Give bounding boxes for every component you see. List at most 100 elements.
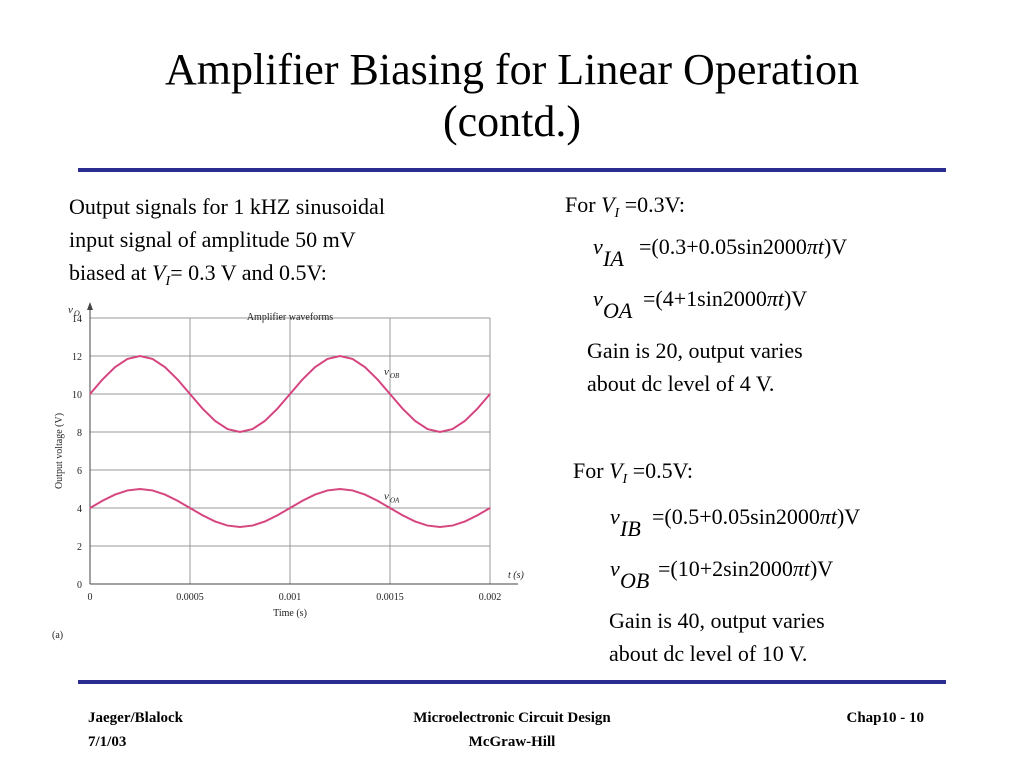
data-point-ob-18 bbox=[314, 366, 316, 368]
y-axis-label: Output voltage (V) bbox=[54, 413, 65, 489]
y-tick-label-12: 12 bbox=[72, 352, 82, 363]
slide-title-line-1: Amplifier Biasing for Linear Operation bbox=[164, 45, 859, 94]
data-point-oa-22 bbox=[364, 493, 366, 496]
case1-gain-line-2: about dc level of 4 V. bbox=[587, 371, 775, 396]
data-point-ob-2 bbox=[114, 366, 116, 368]
caption-line-2: input signal of amplitude 50 mV bbox=[69, 227, 356, 252]
x-tick-label-0: 0 bbox=[88, 592, 93, 603]
data-point-oa-17 bbox=[301, 500, 304, 502]
caption-line-3-pre: biased at bbox=[69, 260, 153, 285]
caption-var-sub: I bbox=[165, 274, 171, 289]
case1-gain-note: Gain is 20, output varies about dc level… bbox=[587, 334, 803, 400]
y-tick-label-10: 10 bbox=[72, 390, 82, 401]
data-point-oa-31 bbox=[476, 514, 479, 516]
case2-gain-note: Gain is 40, output varies about dc level… bbox=[609, 604, 825, 670]
amplifier-waveforms-chart: 0 2 4 6 8 10 12 14 0 0.0005 0.001 0.0015 0.002 v O Ampl… bbox=[46, 300, 536, 650]
data-point-ob-5 bbox=[151, 358, 154, 360]
x-axis-label: Time (s) bbox=[273, 608, 307, 619]
data-point-oa-14 bbox=[264, 520, 266, 523]
case1-var-sub: I bbox=[614, 206, 620, 221]
slide-title: Amplifier Biasing for Linear Operation (… bbox=[0, 44, 1024, 148]
eq-v-ia-rhs-a: =(0.3+0.05sin2000 bbox=[639, 234, 807, 259]
data-point-oa-30 bbox=[464, 520, 466, 523]
y-tick-label-4: 4 bbox=[77, 504, 82, 515]
data-point-oa-20 bbox=[339, 488, 341, 490]
y-tick-label-0: 0 bbox=[77, 580, 82, 591]
x-tick-label-0.001: 0.001 bbox=[279, 592, 302, 603]
data-point-ob-14 bbox=[264, 420, 266, 422]
equation-v-oa: v OA =(4+1sin2000πt)V bbox=[593, 286, 933, 330]
eq-v-ib-rhs-b: )V bbox=[836, 504, 861, 529]
eq-v-ia-rhs: =(0.3+0.05sin2000πt)V bbox=[639, 234, 847, 260]
data-point-ob-25 bbox=[401, 407, 404, 410]
eq-v-ib-subscript: IB bbox=[620, 516, 641, 541]
case2-gain-line-1: Gain is 40, output varies bbox=[609, 608, 825, 633]
y-axis-symbol: v bbox=[68, 304, 73, 316]
case1-for-pre: For bbox=[565, 192, 602, 217]
data-point-ob-19 bbox=[326, 358, 329, 360]
data-point-oa-0 bbox=[89, 507, 91, 509]
panel-label: (a) bbox=[52, 630, 63, 641]
data-point-ob-0 bbox=[89, 393, 91, 395]
footer-page-number: Chap10 - 10 bbox=[846, 710, 924, 726]
case2-gain-line-2: about dc level of 10 V. bbox=[609, 641, 808, 666]
data-point-oa-1 bbox=[101, 500, 104, 502]
eq-v-ia-rhs-b: )V bbox=[823, 234, 848, 259]
data-point-ob-13 bbox=[251, 428, 254, 430]
footer-publisher: McGraw-Hill bbox=[468, 734, 556, 750]
eq-v-ib-pi: π bbox=[819, 504, 831, 529]
eq-v-ia-symbol: v bbox=[593, 234, 603, 259]
eq-v-ob-subscript: OB bbox=[620, 568, 650, 593]
y-axis-symbol-sub: O bbox=[74, 309, 80, 318]
data-point-oa-10 bbox=[214, 520, 216, 523]
series-label-ob: v bbox=[384, 366, 389, 378]
data-point-oa-4 bbox=[139, 488, 141, 490]
data-point-ob-24 bbox=[389, 393, 391, 395]
y-tick-label-8: 8 bbox=[77, 428, 82, 439]
series-label-sub-ob: OB bbox=[390, 372, 400, 380]
eq-v-ib-t: t bbox=[830, 504, 837, 529]
eq-v-ob-rhs-b: )V bbox=[809, 556, 834, 581]
eq-v-ob-symbol: v bbox=[610, 556, 620, 581]
eq-v-ib-rhs-a: =(0.5+0.05sin2000 bbox=[652, 504, 820, 529]
data-point-oa-2 bbox=[114, 493, 116, 496]
footer-date: 7/1/03 bbox=[88, 734, 127, 750]
data-point-oa-3 bbox=[126, 489, 129, 492]
case2-for-pre: For bbox=[573, 458, 610, 483]
data-point-ob-32 bbox=[489, 393, 491, 395]
footer-book: Microelectronic Circuit Design bbox=[413, 710, 611, 726]
equation-v-ob: v OB =(10+2sin2000πt)V bbox=[610, 556, 950, 600]
equation-v-ia: v IA =(0.3+0.05sin2000πt)V bbox=[593, 234, 933, 278]
data-point-oa-21 bbox=[351, 489, 354, 492]
data-point-oa-16 bbox=[289, 507, 291, 509]
data-point-oa-19 bbox=[326, 489, 329, 492]
caption-line-3-post: = 0.3 V and 0.5V: bbox=[170, 260, 327, 285]
data-point-oa-6 bbox=[164, 493, 166, 496]
data-point-oa-29 bbox=[451, 524, 454, 527]
y-tick-label-14: 14 bbox=[72, 314, 82, 325]
data-point-oa-25 bbox=[401, 514, 404, 516]
series-label-oa: v bbox=[384, 490, 389, 502]
chart-title: Amplifier waveforms bbox=[247, 312, 333, 323]
data-point-ob-31 bbox=[476, 407, 479, 410]
case2-var-v: V bbox=[609, 458, 623, 483]
eq-v-oa-symbol: v bbox=[593, 286, 603, 311]
footer-authors: Jaeger/Blalock bbox=[88, 710, 183, 726]
data-point-ob-21 bbox=[351, 358, 354, 360]
data-point-oa-27 bbox=[426, 524, 429, 527]
eq-v-ia-t: t bbox=[817, 234, 824, 259]
eq-v-oa-subscript: OA bbox=[603, 298, 633, 323]
eq-v-ib-symbol: v bbox=[610, 504, 620, 529]
eq-v-oa-rhs: =(4+1sin2000πt)V bbox=[643, 286, 807, 312]
data-point-ob-29 bbox=[451, 428, 454, 430]
data-point-ob-27 bbox=[426, 428, 429, 430]
figure-caption: Output signals for 1 kHZ sinusoidal inpu… bbox=[69, 190, 509, 298]
data-point-ob-1 bbox=[101, 378, 104, 381]
case1-for-post: =0.3V: bbox=[619, 192, 685, 217]
case2-heading: For VI =0.5V: bbox=[573, 458, 693, 488]
y-tick-label-6: 6 bbox=[77, 466, 82, 477]
eq-v-oa-rhs-a: =(4+1sin2000 bbox=[643, 286, 767, 311]
data-point-oa-26 bbox=[414, 520, 416, 523]
data-point-ob-23 bbox=[376, 378, 379, 381]
footer-left: Jaeger/Blalock 7/1/03 bbox=[88, 706, 183, 754]
